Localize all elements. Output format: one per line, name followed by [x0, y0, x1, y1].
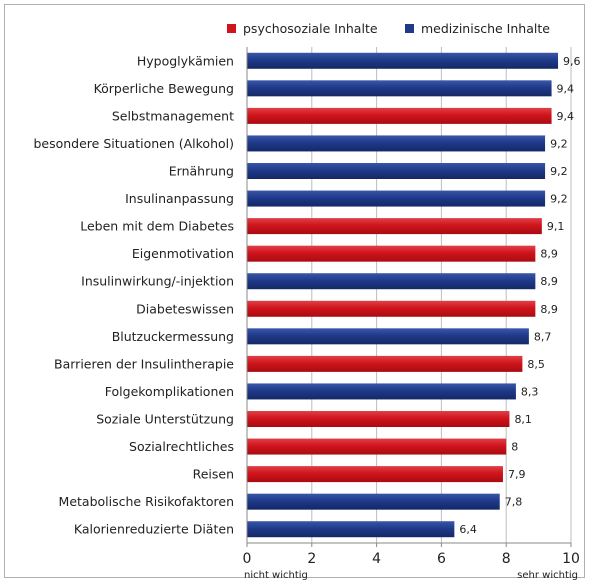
value-label-8: 8,9: [540, 275, 558, 288]
value-label-0: 9,6: [563, 55, 581, 68]
bar-15: [247, 466, 503, 483]
value-label-12: 8,3: [521, 385, 539, 398]
legend-swatch-medizinisch: [405, 24, 414, 33]
x-tick-label-0: 0: [243, 551, 252, 567]
category-label-4: Ernährung: [169, 164, 234, 179]
category-label-9: Diabeteswissen: [136, 301, 234, 316]
value-label-7: 8,9: [540, 248, 558, 261]
category-label-5: Insulinanpassung: [125, 191, 234, 206]
value-label-17: 6,4: [459, 523, 477, 536]
bar-2: [247, 107, 552, 124]
legend-label-psychosozial: psychosoziale Inhalte: [243, 21, 378, 36]
value-label-14: 8: [511, 441, 518, 454]
bar-14: [247, 438, 507, 455]
x-anchor-right: sehr wichtig: [517, 570, 578, 581]
category-label-17: Kalorienreduzierte Diäten: [74, 522, 234, 537]
category-label-15: Reisen: [193, 467, 234, 482]
legend-swatch-psychosozial: [227, 24, 236, 33]
category-label-10: Blutzuckermessung: [112, 329, 234, 344]
x-tick-label-4: 8: [502, 551, 511, 567]
value-label-16: 7,8: [505, 496, 522, 509]
bar-7: [247, 245, 536, 262]
category-label-16: Metabolische Risikofaktoren: [59, 494, 234, 509]
category-label-6: Leben mit dem Diabetes: [80, 219, 234, 234]
axis-layer: 0 2 4 6 8 10 nicht wichtig sehr wichtig: [243, 47, 580, 581]
bar-4: [247, 163, 546, 179]
category-label-0: Hypoglykämien: [137, 53, 234, 68]
category-label-1: Körperliche Bewegung: [94, 81, 234, 96]
label-layer: Hypoglykämien 9,6 Körperliche Bewegung 9,4 S…: [33, 53, 580, 536]
category-label-13: Soziale Unterstützung: [96, 412, 234, 427]
value-label-13: 8,1: [514, 413, 532, 426]
value-label-10: 8,7: [534, 330, 552, 343]
value-label-5: 9,2: [550, 193, 568, 206]
value-label-9: 8,9: [540, 303, 558, 316]
x-anchor-left: nicht wichtig: [244, 570, 308, 581]
x-tick-label-5: 10: [562, 551, 580, 567]
category-label-8: Insulinwirkung/-injektion: [81, 274, 234, 289]
bar-13: [247, 411, 510, 427]
value-label-1: 9,4: [557, 82, 575, 95]
bar-9: [247, 300, 536, 317]
category-label-14: Sozialrechtliches: [129, 439, 234, 454]
category-label-7: Eigenmotivation: [132, 246, 234, 261]
bar-6: [247, 218, 542, 235]
bar-8: [247, 273, 536, 290]
bar-layer: [247, 52, 559, 538]
value-label-15: 7,9: [508, 468, 525, 481]
bar-16: [247, 493, 500, 510]
value-label-4: 9,2: [550, 165, 568, 178]
value-label-11: 8,5: [527, 358, 545, 371]
grid-layer: [311, 47, 572, 543]
bar-10: [247, 328, 529, 345]
bar-17: [247, 521, 455, 538]
bar-1: [247, 80, 552, 97]
category-label-2: Selbstmanagement: [112, 108, 234, 123]
legend-label-medizinisch: medizinische Inhalte: [421, 21, 550, 36]
x-tick-label-3: 6: [437, 551, 446, 567]
bar-12: [247, 383, 516, 400]
bar-3: [247, 135, 546, 152]
category-label-11: Barrieren der Insulintherapie: [54, 356, 234, 371]
legend: psychosoziale Inhalte medizinische Inhalt…: [227, 21, 550, 36]
category-label-12: Folgekomplikationen: [105, 384, 234, 399]
bar-5: [247, 190, 546, 207]
x-tick-label-2: 4: [372, 551, 381, 567]
value-label-6: 9,1: [547, 220, 565, 233]
value-label-3: 9,2: [550, 137, 568, 150]
bar-11: [247, 355, 523, 372]
value-label-2: 9,4: [557, 110, 575, 123]
x-tick-label-1: 2: [307, 551, 316, 567]
category-label-3: besondere Situationen (Alkohol): [33, 136, 234, 151]
bar-0: [247, 52, 559, 69]
